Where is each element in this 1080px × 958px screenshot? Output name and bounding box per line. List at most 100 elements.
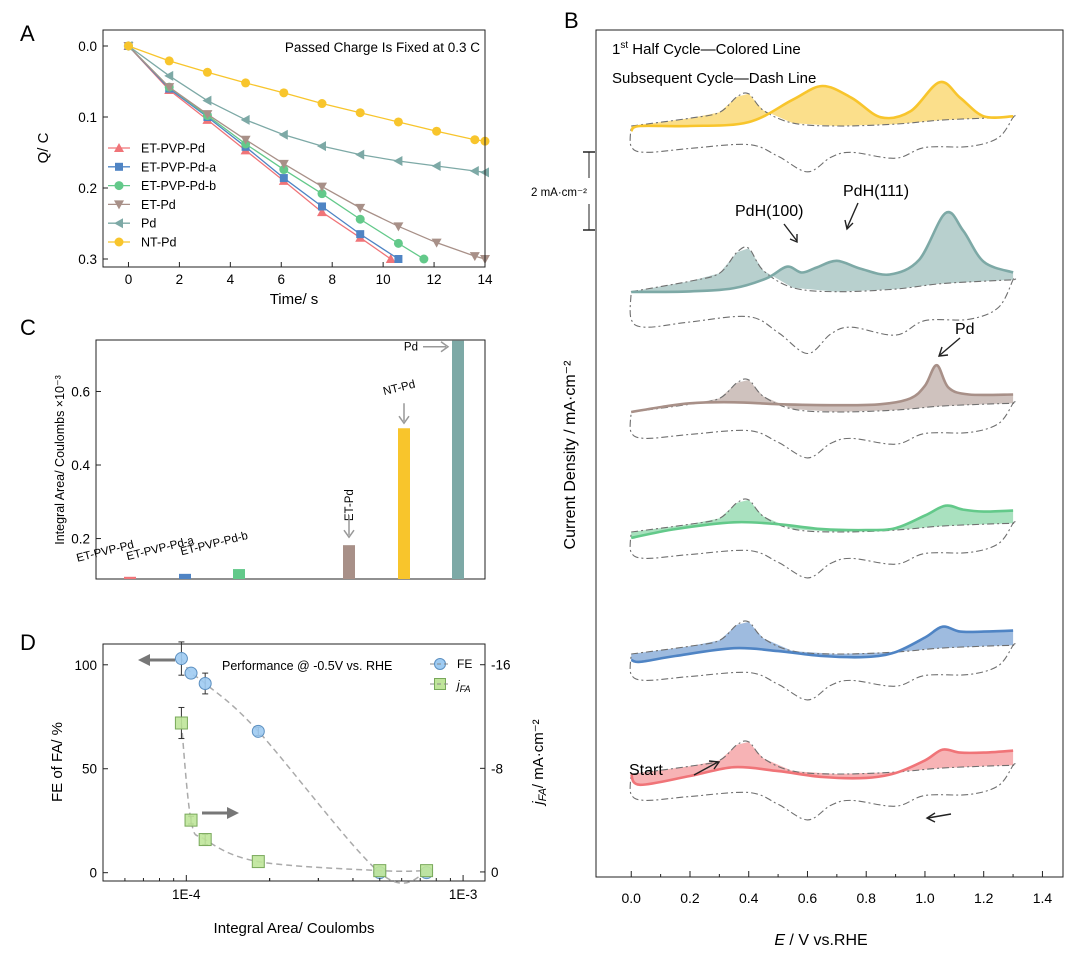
- panel-label-c: C: [20, 315, 36, 340]
- point-Pd-2: [202, 95, 212, 106]
- panel-b-xlabel-rest: / V vs.RHE: [785, 932, 868, 949]
- panel-a-data: [123, 41, 490, 264]
- panel-d-legend-j-main: j: [455, 678, 460, 692]
- panel-c-frame: [95, 339, 486, 580]
- panel-a-title: Passed Charge Is Fixed at 0.3 C: [285, 40, 480, 55]
- cv-dash-ET-PVP-Pd-b: [629, 498, 1017, 579]
- point-ET-Pd-2: [202, 110, 213, 120]
- y-tick-label-0.6: 0.6: [71, 384, 90, 399]
- y-tick-label-0.2: 0.2: [78, 181, 97, 196]
- cv-fill-ET-PVP-Pd-b: [631, 499, 1014, 538]
- bar-ET-PVP-Pd-a: [179, 573, 191, 579]
- x-tick-label-8: 8: [328, 272, 336, 287]
- x-tick-label-6: 1.2: [974, 890, 994, 906]
- point-jfa-5: [420, 864, 434, 878]
- panel-d-ylabel-right-sub: FA: [537, 788, 549, 801]
- bar-label-NT-Pd: NT-Pd: [382, 379, 417, 399]
- arrow-pdh100-head: [789, 234, 798, 244]
- point-NT-Pd-6: [355, 108, 365, 118]
- bar-Pd: [452, 340, 464, 579]
- cv-line-ET-PVP-Pd-b: [630, 504, 1014, 540]
- bar-arrow-head-Pd: [440, 341, 450, 353]
- panel-b-xlabel-e: E: [774, 932, 785, 949]
- point-Pd-6: [355, 149, 365, 160]
- arrow-pdh111: [846, 202, 859, 229]
- arrow-scan-back: [927, 813, 952, 819]
- x-tick-label-4: 0.8: [856, 890, 876, 906]
- panel-d-data: [174, 641, 434, 884]
- bar-NT-Pd: [398, 428, 410, 579]
- arrow-pd: [939, 337, 961, 356]
- cv-dash-NT-Pd: [629, 92, 1017, 173]
- legend-marker-ET-Pd: [114, 200, 124, 210]
- panel-label-d: D: [20, 630, 36, 655]
- panel-b-ylabel: Current Density / mA·cm⁻²: [562, 360, 579, 550]
- bar-label-ET-PVP-Pd-b: ET-PVP-Pd-b: [179, 530, 249, 558]
- y-left-tick-label-50: 50: [82, 762, 97, 777]
- cv-line-NT-Pd: [630, 80, 1014, 133]
- x-tick-label-1: 1E-3: [449, 887, 478, 902]
- point-jfa-4: [373, 864, 387, 878]
- legend-marker-ET-PVP-Pd-a: [115, 162, 123, 171]
- x-tick-label-12: 12: [427, 272, 442, 287]
- point-ET-PVP-Pd-a-6: [356, 230, 365, 239]
- panel-a-legend: ET-PVP-Pd ET-PVP-Pd-a ET-PVP-Pd-b ET-Pd Pd NT…: [108, 142, 216, 250]
- legend-label-Pd: Pd: [141, 217, 156, 231]
- panel-d: 1E-4 1E-3 0 50 100 0 -8 -16 Performance @ -0.5V…: [49, 641, 549, 937]
- panel-b-scale-bar: [583, 151, 595, 231]
- point-ET-PVP-Pd-5: [317, 207, 328, 217]
- point-ET-Pd-7: [393, 222, 404, 232]
- panel-d-arrow-left: [138, 654, 175, 666]
- legend-marker-ET-PVP-Pd: [114, 143, 124, 152]
- point-ET-Pd-8: [431, 238, 442, 248]
- panel-d-legend-j-label: jFA: [455, 678, 471, 694]
- series-line-NT-Pd: [128, 45, 486, 142]
- panel-b-annot-arrows: [693, 202, 961, 823]
- point-NT-Pd-7: [393, 117, 403, 127]
- y-tick-label-0: 0.0: [78, 39, 97, 54]
- x-tick-label-10: 10: [376, 272, 391, 287]
- cv-dash-ET-Pd: [629, 378, 1017, 459]
- point-jfa-1: [184, 813, 198, 827]
- legend-label-ET-PVP-Pd: ET-PVP-Pd: [141, 142, 205, 156]
- cv-line-ET-PVP-Pd: [630, 748, 1014, 787]
- cv-dash-Pd: [629, 246, 1017, 355]
- panel-d-title: Performance @ -0.5V vs. RHE: [222, 659, 392, 673]
- x-tick-label-0: 0.0: [622, 890, 642, 906]
- point-ET-Pd-4: [278, 159, 289, 169]
- point-ET-PVP-Pd-7: [385, 254, 396, 263]
- panel-b-frame: [595, 29, 1064, 878]
- point-NT-Pd-3: [241, 78, 251, 88]
- point-Pd-7: [393, 156, 403, 167]
- point-fe-1: [184, 666, 198, 680]
- point-jfa-3: [251, 855, 265, 869]
- panel-d-ticks: 1E-4 1E-3 0 50 100 0 -8 -16: [74, 658, 510, 902]
- cv-fill-ET-PVP-Pd-a: [631, 621, 1014, 662]
- legend-marker-Pd: [114, 218, 123, 229]
- panel-a-xlabel: Time/ s: [270, 291, 319, 308]
- panel-d-frame: [102, 643, 486, 882]
- arrow-pd-head: [937, 346, 949, 357]
- panel-b-scale-bar-label: 2 mA·cm⁻²: [531, 187, 587, 199]
- point-NT-Pd-0: [123, 41, 133, 51]
- point-NT-Pd-8: [432, 126, 442, 136]
- panel-b-annot-start: Start: [629, 762, 663, 779]
- panel-b-legend-line2: Subsequent Cycle—Dash Line: [612, 70, 816, 87]
- point-ET-PVP-Pd-a-5: [318, 202, 327, 211]
- cv-line-Pd: [631, 210, 1014, 294]
- panel-d-ylabel-right: jFA/ mA·cm⁻²: [530, 719, 549, 806]
- point-NT-Pd-9: [470, 135, 480, 145]
- bar-ET-Pd: [343, 545, 355, 579]
- point-NT-Pd-4: [279, 88, 289, 98]
- panel-b-ticks: 0.0 0.2 0.4 0.6 0.8 1.0 1.2 1.4: [622, 871, 1052, 906]
- point-Pd-3: [240, 114, 250, 125]
- point-ET-PVP-Pd-a-7: [394, 255, 403, 263]
- y-tick-label-0.2: 0.2: [71, 532, 90, 547]
- bar-label-ET-Pd: ET-Pd: [344, 489, 356, 521]
- x-tick-label-6: 6: [278, 272, 286, 287]
- y-right-tick-label-0: 0: [491, 865, 499, 880]
- panel-d-legend-j-sub: FA: [460, 684, 471, 694]
- point-ET-PVP-Pd-a-4: [279, 174, 288, 183]
- x-tick-label-1: 0.2: [680, 890, 700, 906]
- arrow-pdh100: [783, 223, 798, 242]
